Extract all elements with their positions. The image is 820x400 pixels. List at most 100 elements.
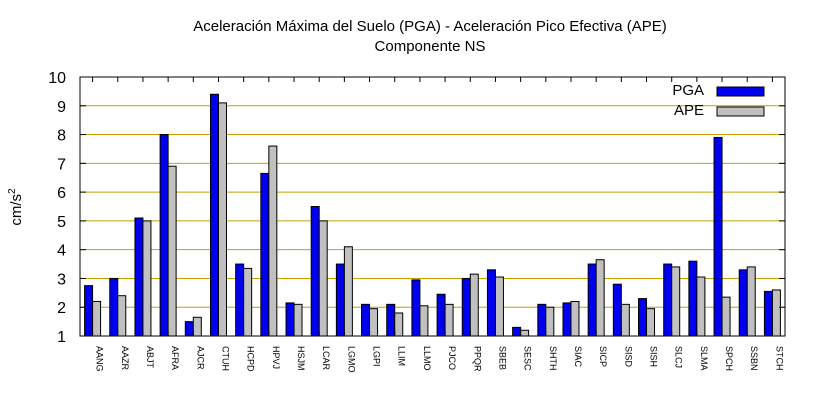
bar-ape-llim	[394, 312, 404, 337]
bar-pga-sisd	[612, 283, 622, 337]
bar-ape-sicp	[595, 259, 605, 337]
bar-ape-shth	[545, 306, 555, 337]
bar-pga-slcj	[663, 263, 673, 337]
x-tick-label: AANG	[95, 346, 105, 372]
bar-ape-afra	[167, 165, 177, 337]
x-tick-label: PJCO	[447, 346, 457, 370]
bar-pga-lgpi	[361, 303, 371, 337]
y-tick-label: 10	[48, 70, 66, 87]
x-tick-label: SLCJ	[674, 346, 684, 368]
bar-pga-ssbn	[738, 269, 748, 337]
x-tick-label: LLIM	[397, 346, 407, 366]
x-tick-label: HPVJ	[271, 346, 281, 369]
x-tick-label: LCAR	[321, 346, 331, 371]
bar-pga-llim	[386, 303, 396, 337]
bar-ape-hsjm	[293, 303, 303, 337]
bar-pga-sesc	[512, 326, 522, 337]
x-tick-label: HSJM	[296, 346, 306, 371]
bar-pga-stch	[763, 290, 773, 337]
bar-ape-stch	[771, 289, 781, 337]
y-tick-label: 5	[57, 214, 66, 231]
y-tick-label: 7	[57, 156, 66, 173]
y-tick-label: 3	[57, 271, 66, 288]
x-tick-label: SICP	[598, 346, 608, 367]
bar-pga-pjco	[436, 293, 446, 337]
legend-label-ape: APE	[674, 102, 704, 119]
x-tick-label: AAZR	[120, 346, 130, 371]
x-tick-label: PPQR	[472, 346, 482, 372]
bar-ape-sish	[646, 308, 656, 337]
x-tick-label: SHTH	[548, 346, 558, 371]
plot-frame	[79, 76, 786, 337]
bar-pga-hsjm	[285, 302, 295, 337]
bar-ape-sbeb	[494, 276, 504, 337]
bar-pga-aazr	[109, 277, 119, 337]
bar-ape-slcj	[671, 266, 681, 337]
bar-ape-aang	[92, 300, 102, 337]
bar-ape-ssbn	[746, 266, 756, 337]
bar-ape-aazr	[117, 295, 127, 337]
x-tick-label: AFRA	[170, 346, 180, 370]
bar-ape-pjco	[444, 303, 454, 337]
x-tick-label: SPCH	[724, 346, 734, 371]
y-axis: 1 2 3 4 5 6 7 8 9 10	[48, 70, 785, 346]
bar-pga-sbeb	[486, 269, 496, 337]
bar-ape-abjt	[142, 220, 152, 337]
x-tick-label: STCH	[774, 346, 784, 371]
chart-title-line2: Componente NS	[375, 38, 486, 55]
y-tick-label: 2	[57, 300, 66, 317]
legend: PGA APE	[672, 82, 765, 119]
x-tick-label: LLMO	[422, 346, 432, 371]
x-tick-label: SISD	[623, 346, 633, 368]
bar-pga-spch	[713, 136, 723, 337]
chart-title-line1: Aceleración Máxima del Suelo (PGA) - Ace…	[193, 18, 667, 35]
y-tick-label: 6	[57, 185, 66, 202]
x-tick-label: SBEB	[497, 346, 507, 370]
y-axis-label-superscript: 2	[7, 188, 18, 194]
y-tick-label: 4	[57, 243, 66, 260]
bar-pga-ajcr	[184, 321, 194, 337]
bar-ape-ajcr	[192, 316, 202, 337]
bar-pga-ctuh	[209, 93, 219, 337]
bar-ape-sisd	[620, 303, 630, 337]
x-tick-label: LGPI	[372, 346, 382, 367]
bar-ape-llmo	[419, 305, 429, 337]
x-axis: AANG AAZR ABJT AFRA AJCR CTUH HCPD HPVJ HSJM LCAR…	[92, 77, 784, 373]
x-tick-label: SESC	[523, 346, 533, 371]
bar-pga-sish	[638, 298, 648, 337]
y-tick-label: 1	[57, 329, 66, 346]
x-tick-label: LGMO	[346, 346, 356, 373]
x-tick-label: CTUH	[220, 346, 230, 371]
x-tick-label: SISH	[649, 346, 659, 367]
bar-pga-abjt	[134, 217, 144, 337]
y-axis-label-text: cm/s	[8, 194, 25, 226]
bar-pga-afra	[159, 134, 169, 337]
bar-ape-sesc	[520, 329, 530, 337]
x-tick-label: SIAC	[573, 346, 583, 368]
x-tick-label: AJCR	[195, 346, 205, 370]
legend-swatch-pga	[716, 86, 765, 97]
x-tick-label: SSBN	[749, 346, 759, 371]
legend-swatch-ape	[716, 106, 765, 117]
bar-pga-hpvj	[260, 172, 270, 337]
bar-pga-lgmo	[335, 263, 345, 337]
y-axis-label: cm/s2	[7, 188, 25, 226]
bar-pga-hcpd	[235, 263, 245, 337]
bar-ape-ppqr	[469, 273, 479, 337]
bar-ape-spch	[721, 296, 731, 337]
legend-label-pga: PGA	[672, 82, 704, 99]
bar-ape-slma	[696, 276, 706, 337]
x-tick-label: ABJT	[145, 346, 155, 369]
bar-ape-hpvj	[268, 145, 278, 337]
bar-ape-lcar	[318, 220, 328, 337]
bar-ape-ctuh	[217, 102, 227, 337]
bar-pga-sicp	[587, 263, 597, 337]
bar-pga-slma	[688, 260, 698, 337]
bar-ape-lgmo	[343, 246, 353, 337]
y-tick-label: 8	[57, 128, 66, 145]
grid	[80, 105, 785, 308]
bar-pga-aang	[84, 285, 94, 337]
y-tick-label: 9	[57, 99, 66, 116]
x-tick-label: SLMA	[699, 346, 709, 371]
bar-pga-ppqr	[461, 277, 471, 337]
